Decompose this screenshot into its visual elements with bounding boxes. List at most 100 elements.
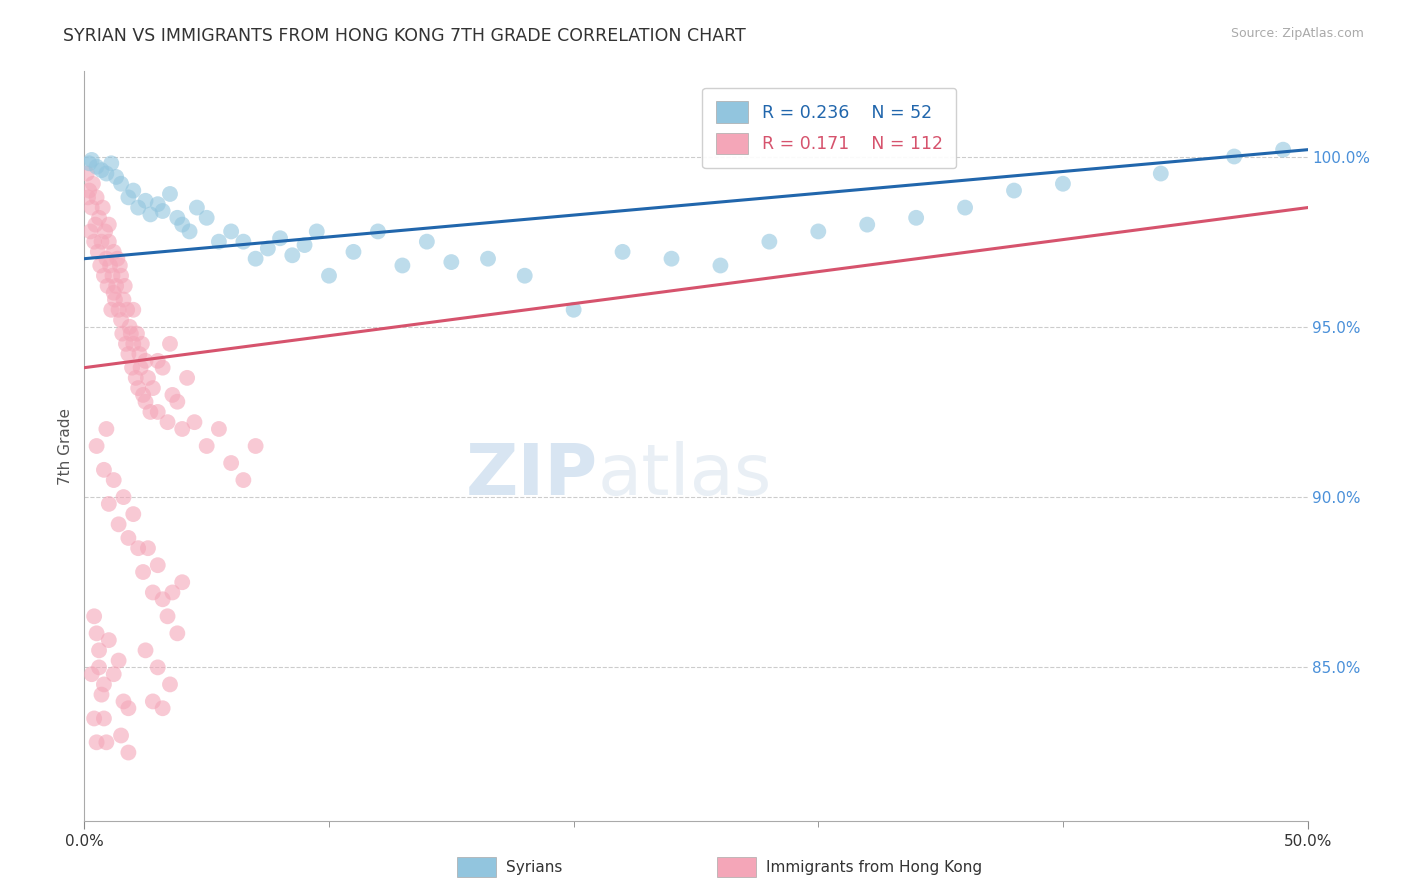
Point: [105, 279, 128, 293]
Point: [77, 190, 100, 204]
Point: [127, 201, 149, 215]
Point: [135, 394, 157, 409]
Point: [136, 541, 159, 556]
Point: [86, 626, 108, 640]
Point: [305, 224, 328, 238]
Point: [96, 422, 118, 436]
Point: [122, 336, 145, 351]
Point: [117, 347, 139, 361]
Point: [179, 224, 201, 238]
Point: [1272, 143, 1295, 157]
Point: [121, 360, 143, 375]
Point: [105, 252, 128, 266]
Point: [146, 197, 169, 211]
Point: [86, 439, 108, 453]
Text: Syrians: Syrians: [506, 860, 562, 874]
Point: [120, 326, 142, 341]
Point: [93, 268, 115, 283]
Point: [118, 319, 141, 334]
Point: [93, 711, 115, 725]
Point: [110, 268, 132, 283]
Point: [219, 224, 242, 238]
Point: [115, 302, 138, 317]
Point: [391, 259, 413, 273]
Point: [110, 729, 132, 743]
Point: [112, 293, 135, 307]
Point: [97, 633, 120, 648]
Point: [146, 660, 169, 674]
Point: [110, 177, 132, 191]
Point: [1052, 177, 1074, 191]
Point: [107, 302, 129, 317]
Point: [152, 204, 174, 219]
Point: [905, 211, 928, 225]
Point: [146, 558, 169, 573]
Point: [112, 694, 135, 708]
Point: [122, 184, 145, 198]
Point: [661, 252, 683, 266]
Point: [159, 677, 181, 691]
Point: [807, 224, 830, 238]
Point: [86, 735, 108, 749]
Point: [152, 701, 174, 715]
Point: [79, 224, 101, 238]
Point: [97, 218, 120, 232]
Point: [135, 643, 157, 657]
Point: [132, 388, 155, 402]
Point: [294, 238, 316, 252]
Point: [90, 163, 112, 178]
Point: [176, 371, 198, 385]
Point: [122, 507, 145, 521]
Point: [156, 415, 179, 429]
Legend: R = 0.236    N = 52, R = 0.171    N = 112: R = 0.236 N = 52, R = 0.171 N = 112: [703, 87, 956, 168]
Point: [152, 360, 174, 375]
Point: [103, 473, 125, 487]
Point: [416, 235, 439, 249]
Point: [142, 381, 165, 395]
Point: [111, 326, 134, 341]
Point: [1150, 167, 1173, 181]
Point: [107, 517, 129, 532]
Point: [103, 244, 125, 259]
Point: [342, 244, 364, 259]
Point: [98, 259, 121, 273]
Point: [96, 735, 118, 749]
Text: Immigrants from Hong Kong: Immigrants from Hong Kong: [766, 860, 983, 874]
Point: [103, 285, 125, 300]
Point: [112, 490, 135, 504]
Point: [232, 473, 254, 487]
Point: [76, 167, 98, 181]
Point: [612, 244, 634, 259]
Point: [172, 422, 194, 436]
Point: [91, 201, 114, 215]
Point: [477, 252, 499, 266]
Point: [232, 235, 254, 249]
Point: [146, 405, 169, 419]
Point: [131, 336, 153, 351]
Point: [94, 224, 117, 238]
Point: [132, 565, 155, 579]
Point: [219, 456, 242, 470]
Point: [105, 169, 128, 184]
Point: [103, 667, 125, 681]
Point: [1002, 184, 1025, 198]
Point: [84, 218, 107, 232]
Point: [135, 354, 157, 368]
Point: [166, 626, 188, 640]
Point: [97, 279, 120, 293]
Point: [245, 252, 267, 266]
Point: [367, 224, 389, 238]
Point: [87, 660, 110, 674]
Point: [87, 643, 110, 657]
Point: [97, 497, 120, 511]
Point: [139, 207, 162, 221]
Point: [117, 531, 139, 545]
Y-axis label: 7th Grade: 7th Grade: [58, 408, 73, 484]
Point: [104, 293, 127, 307]
Point: [440, 255, 463, 269]
Text: SYRIAN VS IMMIGRANTS FROM HONG KONG 7TH GRADE CORRELATION CHART: SYRIAN VS IMMIGRANTS FROM HONG KONG 7TH …: [63, 27, 747, 45]
Point: [83, 235, 105, 249]
Text: ZIP: ZIP: [465, 442, 598, 510]
Point: [709, 259, 731, 273]
Point: [77, 156, 100, 170]
